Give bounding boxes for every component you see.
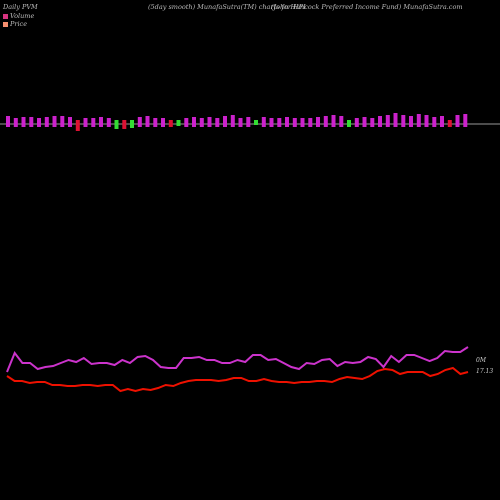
volume-bar (308, 118, 313, 127)
volume-bar (440, 116, 444, 127)
volume-bar (60, 116, 65, 127)
volume-bar (83, 118, 88, 127)
volume-bar (385, 115, 390, 127)
volume-bar (122, 120, 127, 129)
volume-bar (145, 116, 150, 127)
price-value-label: 17.13 (476, 368, 493, 375)
volume-bar (230, 115, 235, 127)
volume-bar (29, 117, 34, 127)
volume-bar (13, 118, 18, 127)
volume-bars (6, 113, 468, 131)
volume-bar (432, 117, 437, 127)
volume-bar (52, 116, 57, 127)
volume-bar (362, 117, 367, 127)
volume-bar (354, 118, 359, 127)
volume-bar (378, 116, 382, 127)
volume-bar (207, 117, 212, 127)
volume-bar (416, 114, 421, 127)
volume-bar (6, 116, 10, 127)
volume-bar (331, 115, 336, 127)
volume-bar (37, 118, 41, 127)
volume-bar (339, 116, 344, 127)
volume-bar (130, 120, 134, 128)
volume-bar (316, 117, 320, 127)
volume-bar (300, 118, 305, 127)
volume-bar (99, 117, 103, 127)
volume-bar (447, 120, 452, 127)
volume-bar (370, 118, 375, 127)
volume-bar (137, 117, 142, 127)
volume-bar (184, 118, 189, 127)
legend-volume: Volume (3, 12, 34, 20)
site-credit: (John Hancock Preferred Income Fund) Mun… (271, 3, 463, 11)
volume-bar (68, 117, 72, 127)
volume-bar (409, 116, 413, 127)
volume-bar (238, 118, 243, 127)
volume-bar (168, 120, 173, 127)
legend-price-swatch (3, 21, 8, 27)
volume-bar (106, 118, 111, 127)
legend-volume-label: Volume (10, 12, 35, 20)
volume-bar (285, 117, 289, 127)
volume-bar (176, 120, 181, 126)
legend-volume-swatch (3, 13, 8, 19)
price-line (6, 366, 469, 393)
volume-bar (254, 120, 258, 125)
volume-bar (424, 115, 429, 127)
legend-price: Price (3, 20, 27, 28)
volume-bar (347, 120, 351, 127)
volume-bar (192, 117, 196, 127)
volume-bar (199, 118, 204, 127)
volume-bar (161, 118, 165, 127)
volume-bar (393, 113, 398, 127)
volume-bar (292, 118, 297, 127)
chart-title: (5day smooth) MunafaSutra(TM) charts for… (148, 3, 306, 11)
volume-bar (246, 117, 251, 127)
volume-bar (463, 114, 468, 127)
volume-bar (261, 117, 266, 127)
volume-bar (215, 118, 220, 127)
volume-bar (44, 117, 49, 127)
volume-bar (21, 117, 26, 127)
volume-bar (269, 118, 274, 127)
volume-bar (277, 118, 282, 127)
volume-bar (455, 115, 460, 127)
volume-value-label: 0M (476, 357, 487, 364)
volume-bar (153, 118, 158, 127)
chart-label-left: Daily PVM (3, 3, 38, 11)
volume-bar (223, 116, 227, 127)
volume-bar (114, 120, 119, 129)
legend-price-label: Price (10, 20, 28, 28)
volume-bar (91, 118, 96, 127)
volume-bar (323, 116, 328, 127)
volume-bar (401, 115, 406, 127)
volume-line (6, 346, 469, 373)
volume-bar (75, 120, 80, 131)
